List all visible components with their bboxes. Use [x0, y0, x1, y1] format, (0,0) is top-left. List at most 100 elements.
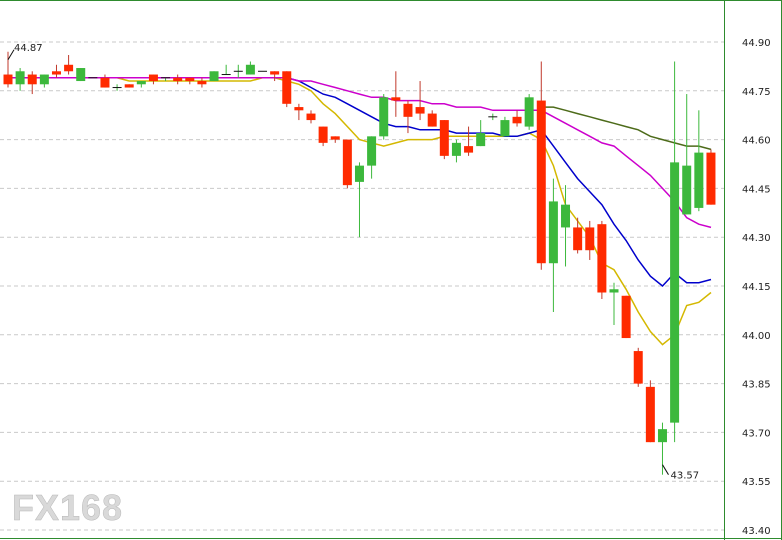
annotation-label: 44.87	[14, 43, 43, 54]
candle-body	[621, 295, 631, 339]
candle	[306, 110, 316, 124]
candle-body	[354, 165, 364, 182]
annotation-leader	[662, 464, 669, 475]
candle	[233, 64, 243, 78]
candle	[64, 55, 74, 75]
candle-body	[379, 97, 389, 137]
candle-body	[657, 429, 667, 443]
candle	[524, 94, 534, 130]
y-tick-label: 43.55	[742, 477, 771, 488]
candle-body	[694, 152, 704, 208]
candle	[464, 126, 474, 156]
candle	[403, 100, 413, 134]
candle	[221, 64, 231, 76]
candles	[3, 51, 716, 475]
candle	[439, 120, 449, 160]
candle	[100, 74, 110, 88]
candle	[609, 282, 619, 326]
annotation-label: 43.57	[670, 471, 699, 482]
candle	[476, 120, 486, 147]
candle-body	[342, 139, 352, 186]
candle	[282, 71, 292, 108]
candle-body	[476, 133, 486, 147]
candle	[136, 81, 146, 88]
candle	[500, 116, 510, 137]
candle-body	[548, 201, 558, 264]
annotations: 44.87 43.57	[7, 43, 699, 482]
candle-body	[270, 71, 280, 75]
candle-body	[633, 351, 643, 384]
candle-body	[391, 97, 401, 101]
candle	[694, 110, 704, 212]
candle	[318, 126, 328, 147]
candle	[173, 74, 183, 85]
y-tick-label: 43.40	[742, 526, 771, 537]
candle	[112, 84, 122, 91]
candle	[161, 77, 171, 82]
ma-line-ma20	[8, 77, 712, 229]
candle-body	[3, 74, 13, 85]
candle	[209, 71, 219, 82]
candle-body	[306, 113, 316, 121]
candle	[657, 422, 667, 475]
candle	[294, 103, 304, 121]
candle-body	[39, 74, 49, 85]
candle	[682, 94, 692, 215]
y-tick-label: 44.00	[742, 331, 771, 342]
candle	[15, 68, 25, 91]
candle	[621, 295, 631, 339]
candle	[39, 74, 49, 88]
candle-body	[415, 107, 425, 114]
candle-body	[51, 71, 61, 75]
candle	[633, 347, 643, 387]
candle	[427, 110, 437, 127]
candle-body	[512, 116, 522, 124]
candle	[561, 185, 571, 267]
candle-body	[76, 68, 86, 82]
annotation: 44.87	[7, 43, 43, 61]
y-tick-label: 44.90	[742, 38, 771, 49]
candle	[512, 110, 522, 127]
y-tick-label: 44.15	[742, 282, 771, 293]
candle-body	[439, 120, 449, 156]
candle	[585, 220, 595, 260]
candle-body	[185, 77, 195, 82]
candle	[597, 220, 607, 300]
candle-body	[585, 227, 595, 251]
candle-body	[124, 84, 134, 88]
candle	[354, 162, 364, 238]
ma-line-ma40	[541, 106, 712, 151]
y-tick-label: 44.45	[742, 184, 771, 195]
candle	[451, 139, 461, 163]
candle-body	[330, 136, 340, 140]
candle-body	[573, 227, 583, 251]
candle-body	[294, 107, 304, 111]
candle-body	[209, 71, 219, 82]
candle	[3, 51, 13, 88]
candle	[706, 149, 716, 205]
candle-body	[706, 152, 716, 205]
candle	[270, 71, 280, 82]
candle	[330, 136, 340, 143]
candle-body	[524, 97, 534, 127]
candle-body	[148, 74, 158, 82]
candle-body	[682, 165, 692, 215]
candle-body	[403, 103, 413, 117]
candle-body	[282, 71, 292, 104]
candle	[573, 217, 583, 254]
candle	[415, 81, 425, 121]
y-tick-label: 44.75	[742, 87, 771, 98]
candle-body	[670, 162, 680, 423]
candle-body	[500, 120, 510, 137]
fx168-logo: FX168	[12, 487, 123, 529]
candle-body	[561, 204, 571, 228]
candle	[367, 136, 377, 179]
candle-body	[64, 64, 74, 72]
candle	[536, 61, 546, 270]
grid	[0, 41, 724, 531]
y-tick-label: 44.30	[742, 233, 771, 244]
candle-body	[15, 71, 25, 85]
annotation-leader	[7, 49, 15, 61]
candle-body	[427, 113, 437, 127]
